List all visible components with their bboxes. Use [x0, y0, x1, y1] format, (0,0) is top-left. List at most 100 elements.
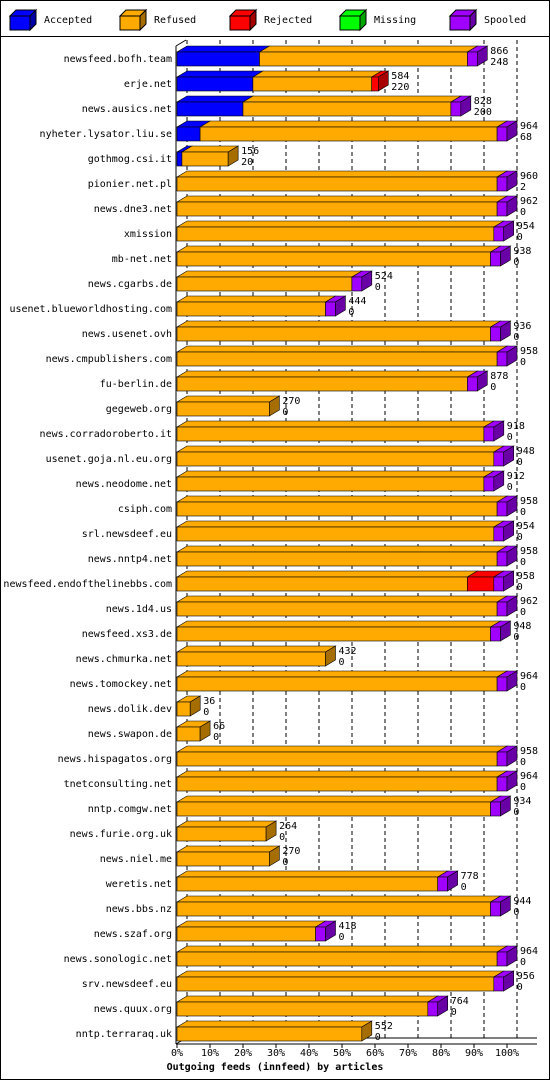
y-tick-label: news.dolik.dev [88, 704, 172, 715]
bar-side [200, 721, 211, 741]
bar-side [507, 771, 517, 791]
bar [493, 451, 504, 467]
bar [176, 876, 439, 892]
x-tick-label: 0% [171, 1048, 183, 1059]
bar-label: 0 [451, 1007, 457, 1018]
bar-side [228, 146, 239, 166]
bar-label: 0 [520, 557, 526, 568]
bar-label: 936 [513, 321, 531, 332]
bar-label: 2 [520, 182, 526, 193]
bar-top [175, 95, 255, 103]
bar-label: 964 [520, 121, 538, 132]
bar-side [437, 996, 448, 1016]
bar [176, 301, 326, 317]
y-tick-label: news.quux.org [94, 1004, 172, 1015]
bar-label: 956 [517, 971, 535, 982]
x-tick-label: 80% [432, 1048, 450, 1059]
bar-top [175, 170, 509, 178]
bar-label: 220 [391, 82, 409, 93]
bar [176, 776, 498, 792]
bar-side [377, 70, 389, 92]
bar [351, 276, 363, 292]
bar-label: 0 [520, 682, 526, 693]
bar-top [251, 70, 383, 78]
y-tick-label: news.furie.org.uk [70, 829, 172, 840]
bar-top [175, 870, 449, 878]
bar-top [175, 545, 509, 553]
bar-side [325, 920, 336, 942]
bar-side [506, 945, 518, 967]
bar-label: 444 [348, 296, 366, 307]
bar-side [506, 345, 518, 367]
bar [496, 751, 508, 767]
bar [496, 676, 508, 692]
bar [176, 101, 244, 117]
bar-side [189, 695, 201, 717]
bar-side [507, 596, 517, 616]
y-tick-label: news.hispagatos.org [58, 754, 172, 765]
bar-side [500, 246, 511, 266]
bar-side [361, 271, 372, 291]
legend-label: Spooled [484, 15, 526, 26]
y-tick-label: newsfeed.bofh.team [64, 54, 172, 65]
bar-label: 0 [517, 532, 523, 543]
bar-label: 918 [507, 421, 525, 432]
bar-side [507, 121, 517, 141]
bar-top [175, 270, 363, 278]
bar-label: 764 [451, 996, 469, 1007]
bar-side [266, 821, 277, 841]
bar-top [175, 195, 509, 203]
bar [490, 326, 501, 342]
y-tick-label: usenet.goja.nl.eu.org [46, 454, 172, 465]
bar [490, 251, 501, 267]
bar-side [503, 520, 515, 542]
bar-label: 552 [375, 1021, 393, 1032]
bar [199, 126, 498, 142]
bar-side [506, 770, 518, 792]
bar [496, 551, 508, 567]
legend-swatch [229, 15, 251, 31]
bar-top [175, 745, 509, 753]
bar [176, 676, 498, 692]
bar-side [493, 420, 505, 442]
bar-side [361, 270, 373, 292]
bar-label: 418 [339, 921, 357, 932]
bar [496, 501, 508, 517]
bar-label: 958 [520, 746, 538, 757]
bar-label: 0 [375, 1032, 381, 1043]
bar-label: 958 [520, 346, 538, 357]
bar-label: 912 [507, 471, 525, 482]
bar [496, 776, 508, 792]
bar [325, 301, 336, 317]
y-tick-label: news.nntp4.net [88, 554, 172, 565]
bar-label: 0 [461, 882, 467, 893]
bar-side [447, 871, 458, 891]
bar-label: 0 [513, 632, 519, 643]
bar-side [500, 245, 511, 267]
bar-label: 954 [517, 521, 535, 532]
bar [450, 101, 462, 117]
bar [467, 576, 495, 592]
bar-side [500, 320, 511, 342]
legend-swatch [140, 10, 146, 30]
bar-side [500, 620, 511, 642]
bar-top [175, 920, 327, 928]
y-tick-label: news.cmpublishers.com [46, 354, 172, 365]
bar-top [175, 845, 281, 853]
bar-top [175, 520, 505, 528]
legend-label: Refused [154, 15, 196, 26]
x-axis-title: Outgoing feeds (innfeed) by articles [167, 1061, 384, 1073]
bar-side [335, 296, 346, 316]
bar-label: 0 [517, 457, 523, 468]
y-tick-label: news.niel.me [100, 854, 172, 865]
legend-swatch [250, 10, 256, 30]
y-tick-label: mb-net.net [112, 254, 172, 265]
legend-swatch [339, 15, 361, 31]
bar-side [500, 895, 511, 917]
bar-side [507, 196, 517, 216]
bar [176, 426, 485, 442]
bar [490, 901, 501, 917]
bar [483, 476, 495, 492]
bar-side [477, 371, 488, 391]
bar-side [378, 71, 389, 91]
